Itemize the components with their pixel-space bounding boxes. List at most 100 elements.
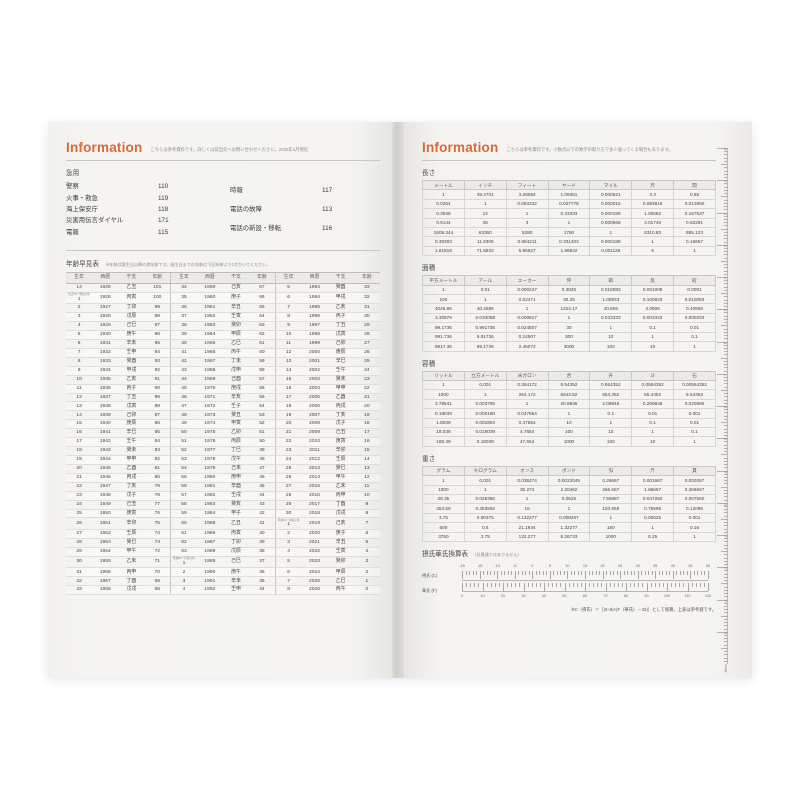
weight-row: 1 0.001 0.035274 0.0022046 0.26667 0.001667 0.… — [422, 475, 716, 486]
volume-cell: 1.8039 — [422, 417, 465, 428]
volume-cell: 100 — [589, 436, 633, 447]
area-cell: 0.02471 — [505, 294, 549, 305]
scale-minor-tick — [651, 571, 653, 575]
age-cell-year: 2002 — [301, 366, 328, 376]
length-cell: 0.0254 — [422, 198, 465, 210]
age-cell-year: 1986 — [196, 529, 223, 539]
age-cell-era: 18 — [66, 446, 93, 456]
age-cell-zodiac: 庚寅 — [327, 437, 354, 448]
scale-minor-tick — [466, 583, 468, 587]
ruler-minor-tick — [724, 251, 728, 253]
length-cell: 0.000016 — [589, 198, 633, 210]
area-row: 1 0.01 0.000247 0.3025 0.010083 0.001008 0.000… — [422, 284, 716, 296]
age-cell-era: 3 — [170, 576, 197, 587]
celsius-tick-labels: -18 -15 -10 -5 0 5 10 15 20 25 30 35 40 45 50 — [459, 564, 710, 570]
age-table-row: 21 1946 丙戌 80 55 1980 庚申 46 26 2014 甲午 12 — [66, 473, 380, 483]
scale-minor-tick — [593, 583, 595, 587]
scale-minor-tick — [627, 571, 629, 575]
scale-minor-tick — [511, 583, 513, 587]
area-header: 畝 — [589, 275, 633, 286]
scale-minor-tick — [500, 571, 502, 575]
ruler-minor-tick — [724, 186, 728, 188]
scale-minor-tick — [572, 583, 574, 587]
area-header: 平方メートル — [422, 275, 465, 286]
scale-minor-tick — [588, 571, 590, 575]
age-cell-zodiac: 丙寅 — [118, 292, 145, 305]
age-cell-era: 30 — [66, 556, 93, 569]
age-cell-zodiac: 丙戌 — [327, 401, 354, 412]
age-table-header: 干支 — [222, 272, 250, 284]
age-cell-era: 3 — [66, 312, 93, 323]
area-cell: 100 — [422, 294, 465, 305]
scale-major-tick — [482, 583, 484, 591]
scale-minor-tick — [568, 583, 570, 587]
weight-cell: 0.00375 — [463, 512, 507, 524]
age-cell-era: 13 — [66, 401, 93, 412]
length-header: フィート — [505, 179, 549, 191]
age-cell-zodiac: 辛巳 — [327, 357, 354, 367]
weight-cell: 35.274 — [505, 484, 549, 495]
age-cell-zodiac: 己巳 — [118, 321, 145, 332]
age-table-row: 2 1927 丁卯 99 36 1961 辛丑 65 7 1995 乙亥 31 — [66, 303, 380, 314]
emergency-label: 電話の故障 — [230, 206, 262, 214]
age-table-header: 西暦 — [92, 272, 119, 284]
ruler-minor-tick — [721, 551, 728, 553]
age-cell-era: 14 — [66, 283, 93, 293]
age-cell-zodiac: 己卯 — [327, 339, 354, 349]
scale-minor-tick — [704, 571, 706, 575]
ruler-minor-tick — [724, 306, 728, 308]
scale-minor-tick — [609, 583, 611, 587]
volume-row: 1000 1 264.172 5543.52 554.352 55.4352 5.54352 — [422, 389, 716, 400]
scale-minor-tick — [675, 583, 677, 587]
age-cell-age: 78 — [144, 491, 171, 501]
age-cell-year: 2023 — [301, 556, 328, 569]
age-cell-age: 30 — [353, 312, 380, 323]
ruler-minor-tick — [724, 202, 728, 204]
age-cell-year: 1943 — [92, 446, 119, 456]
ruler-minor-tick — [724, 638, 728, 640]
age-cell-zodiac: 甲午 — [118, 547, 145, 557]
age-cell-zodiac: 戊辰 — [222, 547, 250, 557]
scale-minor-tick — [686, 571, 688, 575]
area-cell: 1 — [547, 312, 591, 324]
length-cell: 36 — [463, 217, 507, 229]
scale-major-tick — [687, 583, 689, 591]
age-cell-age: 100 — [144, 292, 171, 305]
age-cell-age: 65 — [249, 303, 276, 314]
age-cell-age: 61 — [249, 339, 276, 349]
weight-row: 1000 1 35.274 2.20462 266.667 1.66667 0.266667 — [422, 484, 716, 495]
age-cell-era: 56 — [170, 482, 197, 492]
weight-cell: 1 — [505, 493, 549, 505]
scale-minor-tick — [691, 583, 693, 587]
age-cell-age: 54 — [249, 401, 276, 412]
scale-tick-label: 60 — [582, 594, 588, 598]
age-cell-zodiac: 乙酉 — [118, 464, 145, 474]
age-cell-zodiac: 壬申 — [222, 585, 250, 596]
age-cell-era: 6 — [274, 292, 302, 305]
age-cell-age: 91 — [144, 375, 171, 385]
ruler-minor-tick — [724, 370, 728, 372]
age-table-row: 7 1932 壬申 94 41 1966 丙午 60 12 2000 庚辰 26 — [66, 348, 380, 358]
age-cell-zodiac: 丙辰 — [222, 437, 250, 448]
ruler-minor-tick — [721, 422, 728, 424]
scale-minor-tick — [494, 583, 496, 587]
age-cell-era: 60 — [170, 517, 197, 531]
scale-minor-tick — [560, 571, 562, 575]
scale-major-tick — [567, 571, 569, 579]
ruler-minor-tick — [724, 167, 728, 169]
ruler-mark-label: 9 — [722, 438, 728, 441]
age-cell-zodiac: 壬午 — [118, 437, 145, 448]
age-table-row: 30 1955 乙未 71 昭和64／平成元年 1 1989 己巳 37 5 2023 癸卯 3 — [66, 556, 380, 569]
age-cell-age: 37 — [249, 556, 276, 569]
age-cell-year: 2014 — [301, 473, 328, 483]
ruler-major-tick — [717, 567, 728, 569]
notebook-spread: Information こちらは参考資料です。詳しくは該当先へお問い合わせくださ… — [48, 122, 752, 678]
age-cell-age: 80 — [144, 473, 171, 483]
area-cell: 0.003333 — [631, 312, 675, 324]
age-cell-age: 50 — [249, 437, 276, 448]
age-cell-zodiac: 乙巳 — [222, 339, 250, 349]
age-cell-age: 66 — [249, 292, 276, 305]
ruler-minor-tick — [724, 515, 728, 517]
scale-minor-tick — [589, 583, 591, 587]
age-cell-era: 28 — [66, 538, 93, 548]
